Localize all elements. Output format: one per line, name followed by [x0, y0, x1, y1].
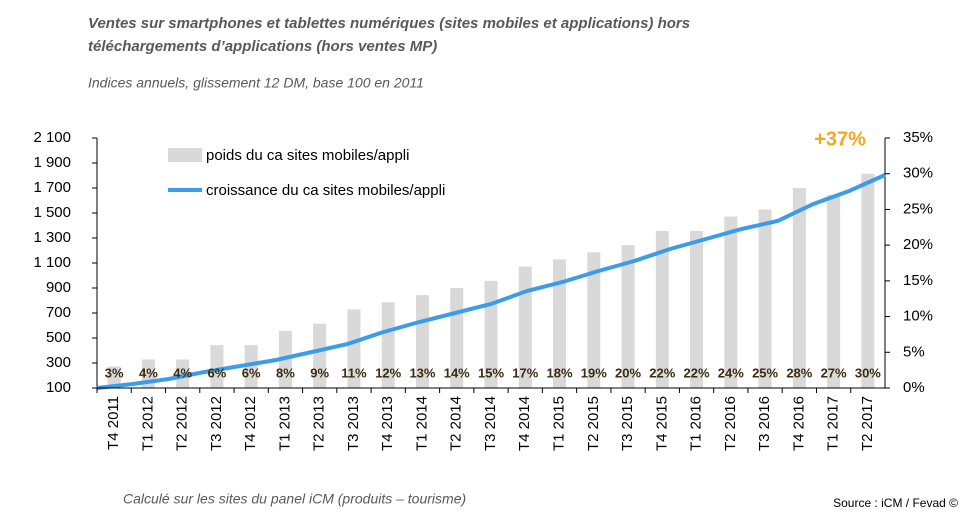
source: Source : iCM / Fevad ©: [833, 496, 958, 510]
data-label: 25%: [752, 365, 778, 380]
x-tick-label: T4 2011: [105, 396, 122, 450]
y2-tick-label: 25%: [903, 200, 933, 217]
y-tick-label: 1 100: [33, 254, 71, 271]
data-label: 20%: [615, 365, 641, 380]
data-label: 27%: [821, 365, 847, 380]
bar: [107, 366, 121, 388]
data-label: 22%: [684, 365, 710, 380]
x-tick-label: T2 2013: [311, 396, 328, 451]
y2-tick-label: 10%: [903, 308, 933, 325]
data-label: 18%: [547, 365, 573, 380]
bar: [210, 345, 224, 388]
x-tick-label: T3 2012: [208, 396, 225, 451]
y-tick-label: 1 700: [33, 179, 71, 196]
data-label: 9%: [310, 365, 329, 380]
bar: [484, 280, 498, 388]
x-tick-label: T1 2013: [276, 396, 293, 451]
y-tick-label: 1 500: [33, 204, 71, 221]
legend-swatch: [168, 148, 202, 162]
bar: [176, 359, 190, 388]
data-label: 12%: [375, 365, 401, 380]
y-tick-label: 100: [46, 379, 71, 396]
x-tick-label: T2 2017: [859, 396, 876, 451]
y2-tick-label: 35%: [903, 129, 933, 146]
y-tick-label: 500: [46, 329, 71, 346]
x-tick-label: T1 2014: [413, 396, 430, 451]
bar: [792, 188, 806, 388]
bar: [244, 345, 258, 388]
data-label: 22%: [649, 365, 675, 380]
data-label: 24%: [718, 365, 744, 380]
bar: [381, 302, 395, 388]
bar: [827, 195, 841, 388]
x-tick-label: T4 2015: [653, 396, 670, 451]
data-label: 15%: [478, 365, 504, 380]
x-tick-label: T4 2012: [242, 396, 259, 451]
data-label: 14%: [444, 365, 470, 380]
data-label: 11%: [341, 365, 367, 380]
y-tick-label: 1 900: [33, 154, 71, 171]
data-label: 6%: [208, 365, 227, 380]
line: [96, 173, 886, 390]
data-label: 19%: [581, 365, 607, 380]
x-tick-label: T3 2014: [482, 396, 499, 451]
x-tick-label: T2 2012: [174, 396, 191, 451]
footnote: Calculé sur les sites du panel iCM (prod…: [123, 491, 466, 507]
y2-tick-label: 30%: [903, 165, 933, 182]
legend-label: poids du ca sites mobiles/appli: [206, 147, 409, 164]
y2-tick-label: 5%: [903, 343, 925, 360]
bar: [724, 216, 738, 388]
data-label: 4%: [173, 365, 192, 380]
bar: [758, 209, 772, 388]
x-tick-label: T3 2013: [345, 396, 362, 451]
y-tick-label: 700: [46, 304, 71, 321]
data-label: 8%: [276, 365, 295, 380]
x-tick-label: T3 2015: [619, 396, 636, 451]
bar: [861, 173, 875, 388]
data-label: 4%: [139, 365, 158, 380]
subtitle: Indices annuels, glissement 12 DM, base …: [88, 75, 424, 91]
bar: [518, 266, 532, 388]
bar: [587, 252, 601, 388]
bar: [655, 230, 669, 388]
y2-tick-label: 20%: [903, 236, 933, 253]
bar: [553, 259, 567, 388]
y2-tick-label: 15%: [903, 272, 933, 289]
data-label: 30%: [855, 365, 881, 380]
chart-title: téléchargements d’applications (hors ven…: [88, 38, 437, 55]
y2-tick-label: 0%: [903, 379, 925, 396]
data-label: 28%: [786, 365, 812, 380]
x-tick-label: T1 2017: [825, 396, 842, 451]
x-tick-label: T1 2015: [550, 396, 567, 451]
data-label: 6%: [242, 365, 261, 380]
x-tick-label: T2 2015: [585, 396, 602, 451]
bar: [690, 230, 704, 388]
y-tick-label: 900: [46, 279, 71, 296]
x-tick-label: T4 2016: [790, 396, 807, 451]
x-tick-label: T2 2014: [448, 396, 465, 451]
x-tick-label: T4 2014: [516, 396, 533, 451]
annotation: +37%: [814, 128, 866, 150]
legend-label: croissance du ca sites mobiles/appli: [206, 182, 445, 199]
data-label: 3%: [105, 365, 124, 380]
bar: [621, 245, 635, 388]
x-tick-label: T1 2012: [139, 396, 156, 451]
bar: [347, 309, 361, 388]
y-tick-label: 2 100: [33, 129, 71, 146]
y-tick-label: 1 300: [33, 229, 71, 246]
bar: [313, 323, 327, 388]
data-label: 17%: [512, 365, 538, 380]
data-label: 13%: [409, 365, 435, 380]
x-tick-label: T3 2016: [756, 396, 773, 451]
chart-title: Ventes sur smartphones et tablettes numé…: [88, 15, 690, 32]
x-tick-label: T4 2013: [379, 396, 396, 451]
x-tick-label: T1 2016: [688, 396, 705, 451]
y-tick-label: 300: [46, 354, 71, 371]
x-tick-label: T2 2016: [722, 396, 739, 451]
